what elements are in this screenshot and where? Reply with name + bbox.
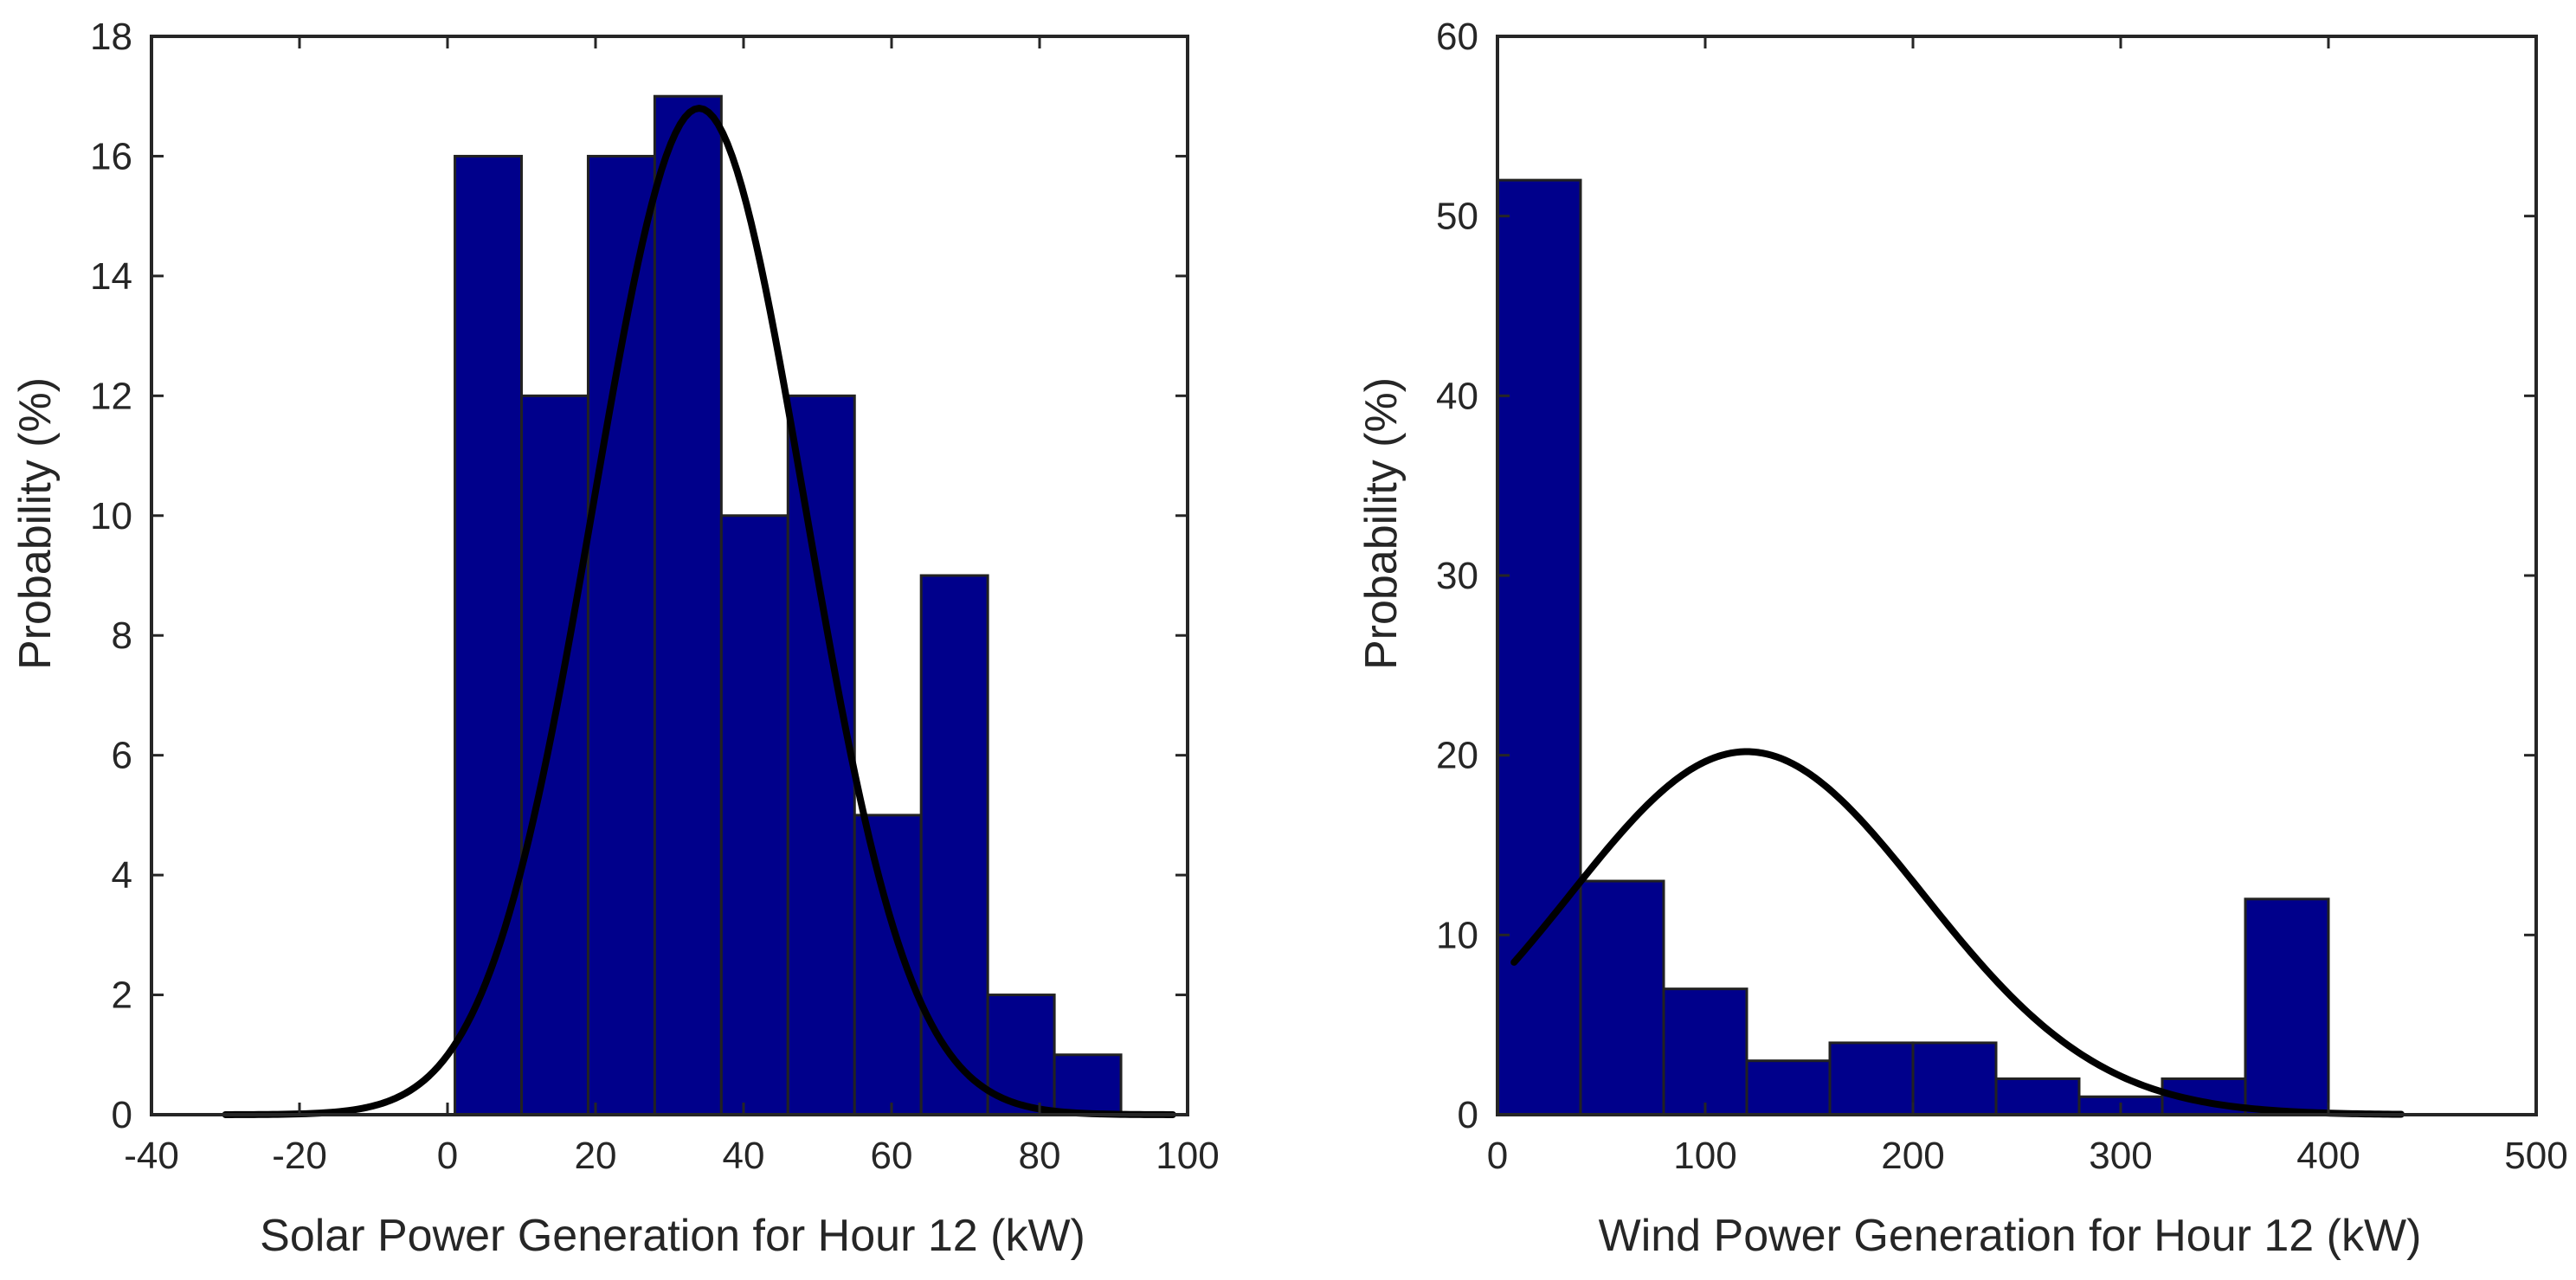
solar-ytick-label: 16 <box>90 135 132 177</box>
solar-ytick-label: 18 <box>90 16 132 58</box>
solar-ytick-label: 6 <box>112 735 132 777</box>
solar-xtick-label: 100 <box>1156 1135 1219 1177</box>
solar-xtick-label: -40 <box>124 1135 179 1177</box>
wind-bar-6 <box>1994 1077 2081 1116</box>
solar-histogram-panel: Solar Power Generation for Hour 12 (kW) … <box>10 16 1220 1261</box>
solar-bar-1 <box>520 394 589 1116</box>
solar-fit-curve <box>222 105 1176 1118</box>
wind-histogram-panel: Wind Power Generation for Hour 12 (kW) P… <box>1356 16 2568 1261</box>
solar-xtick-label: -20 <box>272 1135 327 1177</box>
wind-ytick-label: 60 <box>1436 16 1478 58</box>
solar-ytick-label: 4 <box>112 854 132 897</box>
wind-ytick-label: 50 <box>1436 196 1478 238</box>
wind-bar-4 <box>1828 1041 1915 1116</box>
wind-xtick-label: 400 <box>2296 1135 2360 1177</box>
wind-ytick-label: 40 <box>1436 375 1478 417</box>
solar-bar-4 <box>719 514 789 1116</box>
solar-ylabel: Probability (%) <box>10 377 61 670</box>
solar-bar-2 <box>586 154 656 1116</box>
wind-bar-9 <box>2244 897 2330 1116</box>
solar-xlabel: Solar Power Generation for Hour 12 (kW) <box>260 1211 1085 1261</box>
wind-bar-2 <box>1662 987 1748 1116</box>
solar-bar-7 <box>919 574 989 1116</box>
wind-bar-5 <box>1911 1041 1998 1116</box>
solar-ytick-label: 8 <box>112 614 132 657</box>
wind-ytick-label: 30 <box>1436 555 1478 597</box>
solar-ytick-label: 0 <box>112 1094 132 1136</box>
solar-xtick-label: 80 <box>1019 1135 1061 1177</box>
solar-ytick-label: 2 <box>112 974 132 1017</box>
solar-bar-9 <box>1053 1053 1123 1116</box>
wind-ytick-label: 10 <box>1436 914 1478 956</box>
solar-bar-3 <box>653 94 723 1116</box>
wind-ytick-label: 20 <box>1436 735 1478 777</box>
wind-xtick-label: 200 <box>1881 1135 1944 1177</box>
wind-ytick-label: 0 <box>1458 1094 1478 1136</box>
solar-ytick-label: 14 <box>90 255 132 298</box>
solar-bar-0 <box>454 154 523 1116</box>
solar-xtick-label: 60 <box>871 1135 913 1177</box>
wind-xtick-label: 300 <box>2089 1135 2152 1177</box>
wind-bar-3 <box>1745 1059 1832 1116</box>
wind-xtick-label: 0 <box>1487 1135 1508 1177</box>
wind-ylabel: Probability (%) <box>1356 377 1407 670</box>
wind-bar-0 <box>1496 178 1582 1116</box>
wind-xtick-label: 100 <box>1673 1135 1736 1177</box>
solar-ytick-label: 12 <box>90 375 132 417</box>
solar-bar-6 <box>853 814 923 1116</box>
solar-axes-box <box>150 35 1189 1116</box>
wind-fit-curve <box>1510 748 2405 1118</box>
solar-xtick-label: 20 <box>575 1135 617 1177</box>
solar-xtick-label: 40 <box>723 1135 765 1177</box>
wind-bar-1 <box>1579 879 1665 1116</box>
solar-xtick-label: 0 <box>437 1135 458 1177</box>
solar-bar-5 <box>786 394 856 1116</box>
wind-xlabel: Wind Power Generation for Hour 12 (kW) <box>1599 1211 2422 1261</box>
wind-xtick-label: 500 <box>2504 1135 2567 1177</box>
solar-ytick-label: 10 <box>90 495 132 537</box>
